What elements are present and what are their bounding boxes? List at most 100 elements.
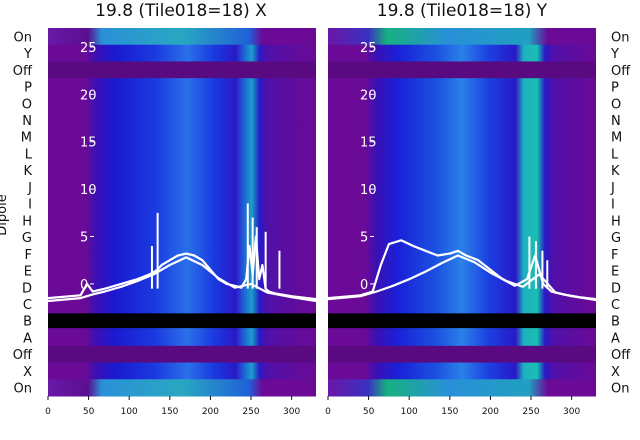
overlay-tick-label: 10: [360, 183, 377, 198]
row-label-right: I: [611, 198, 615, 213]
overlay-tick-label: 5: [360, 231, 368, 246]
heatmap-row: [328, 128, 596, 146]
row-label-left: G: [22, 231, 32, 246]
x-tick-label: 50: [363, 407, 375, 417]
heatmap-row: [48, 28, 316, 46]
row-label-right: O: [611, 97, 621, 112]
row-label-left: I: [28, 198, 32, 213]
heatmap-row: [48, 78, 316, 96]
heatmap-panel-y: 0 5 10 15 20 25: [327, 28, 597, 397]
x-tick-label: 150: [161, 407, 178, 417]
row-label-right: On: [611, 382, 629, 397]
heatmap-row: [48, 379, 316, 397]
row-label-right: Off: [611, 348, 631, 363]
overlay-tick-label: 20: [360, 88, 377, 103]
row-label-right: P: [611, 81, 619, 96]
row-label-right: C: [611, 298, 620, 313]
heatmap-row: [48, 128, 316, 146]
row-label-left: Y: [23, 47, 32, 62]
row-label-left: L: [25, 147, 33, 162]
row-label-left: E: [24, 265, 32, 280]
heatmap-row: [48, 44, 316, 62]
row-label-left: F: [25, 248, 32, 263]
row-label-right: X: [611, 365, 620, 380]
row-label-right: Y: [610, 47, 619, 62]
overlay-series-line: [47, 235, 317, 301]
heatmap-row: [48, 345, 316, 364]
row-label-right: A: [611, 331, 620, 346]
heatmap-row: [48, 178, 316, 196]
row-label-right: G: [611, 231, 621, 246]
heatmap-row: [328, 78, 596, 96]
overlay-series-line: [327, 239, 597, 301]
row-label-left: On: [14, 30, 32, 45]
heatmap-row: [48, 145, 316, 163]
heatmap-row: [48, 94, 316, 113]
x-tick-label: 0: [325, 407, 331, 417]
heatmap-row: [328, 61, 596, 79]
row-label-left: M: [21, 131, 32, 146]
x-tick-label: 50: [83, 407, 95, 417]
heatmap-row: [328, 379, 596, 397]
row-label-right: On: [611, 30, 629, 45]
heatmap-row: [328, 262, 596, 280]
row-label-right: J: [610, 181, 615, 196]
row-label-left: Off: [13, 348, 33, 363]
x-tick-label: 250: [522, 407, 539, 417]
x-ticks-panel-x: 0 50 100 150 200 250 300: [45, 396, 300, 417]
overlay-tick-label: 20: [80, 88, 97, 103]
row-label-right: H: [611, 214, 621, 229]
x-tick-label: 0: [45, 407, 51, 417]
x-tick-label: 300: [283, 407, 300, 417]
overlay-tick-label: 25: [360, 41, 377, 56]
row-label-left: X: [23, 365, 32, 380]
divider-band: [328, 313, 596, 329]
row-label-right: F: [611, 248, 618, 263]
heatmap-row: [328, 28, 596, 46]
x-tick-label: 200: [482, 407, 499, 417]
x-ticks-panel-y: 0 50 100 150 200 250 300: [325, 396, 580, 417]
row-label-right: E: [611, 265, 619, 280]
heatmap-row: [48, 161, 316, 180]
row-label-right: Off: [611, 64, 631, 79]
row-label-left: Off: [13, 64, 33, 79]
overlay-tick-label: 15: [360, 136, 377, 151]
x-tick-label: 100: [121, 407, 138, 417]
heatmap-row: [48, 295, 316, 313]
row-label-left: O: [22, 97, 32, 112]
row-label-right: D: [611, 281, 621, 296]
heatmap-row: [48, 212, 316, 230]
heatmap-row: [328, 94, 596, 113]
overlay-tick-label: 10: [80, 183, 97, 198]
row-label-left: C: [23, 298, 32, 313]
x-tick-label: 150: [441, 407, 458, 417]
row-label-right: N: [611, 114, 621, 129]
heatmap-row: [328, 195, 596, 213]
row-label-left: A: [23, 331, 32, 346]
heatmap-row: [48, 278, 316, 297]
y-axis-label: Dipole: [0, 194, 10, 235]
row-label-left: On: [14, 382, 32, 397]
heatmap-row: [328, 178, 596, 196]
overlay-tick-label: 0: [80, 278, 88, 293]
row-label-left: B: [23, 315, 32, 330]
overlay-tick-label: 5: [80, 231, 88, 246]
heatmap-row: [328, 295, 596, 313]
overlay-tick-label: 0: [360, 278, 368, 293]
heatmap-row: [48, 61, 316, 79]
row-label-left: N: [22, 114, 32, 129]
x-tick-label: 200: [202, 407, 219, 417]
row-label-left: H: [22, 214, 32, 229]
heatmap-row: [48, 228, 316, 246]
heatmap-panel-x: 0 5 10 15 20 25: [47, 28, 317, 397]
panel-title-x: 19.8 (Tile018=18) X: [95, 1, 267, 21]
row-label-right: K: [611, 164, 620, 179]
heatmap-row: [328, 145, 596, 163]
divider-band: [48, 313, 316, 329]
row-label-left: J: [27, 181, 32, 196]
heatmap-row: [328, 362, 596, 380]
row-label-left: K: [23, 164, 32, 179]
